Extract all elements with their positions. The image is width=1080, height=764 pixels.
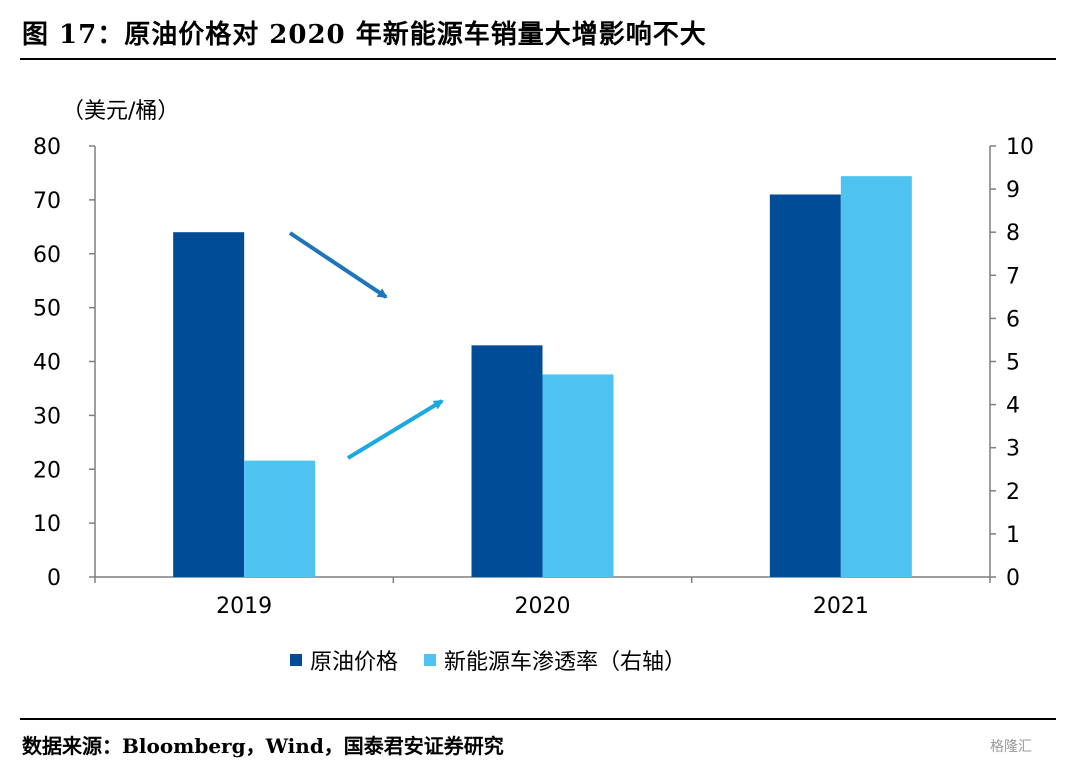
y-right-tick-label: 3	[1006, 437, 1020, 462]
y-right-tick-label: 6	[1006, 307, 1020, 332]
bottom-rule	[20, 718, 1056, 720]
legend-item-nev: 新能源车渗透率（右轴）	[424, 644, 686, 676]
y-left-tick-label: 70	[33, 189, 61, 214]
x-tick-label: 2020	[515, 594, 571, 619]
y-right-tick-label: 7	[1006, 264, 1020, 289]
y-right-tick-label: 0	[1006, 566, 1020, 591]
y-right-tick-label: 10	[1006, 135, 1034, 160]
legend: 原油价格 新能源车渗透率（右轴）	[290, 644, 712, 676]
y-right-tick-label: 1	[1006, 523, 1020, 548]
y-left-tick-label: 50	[33, 297, 61, 322]
y-left-tick-label: 40	[33, 351, 61, 376]
bar-oil-price	[173, 232, 245, 577]
bar-oil-price	[769, 194, 841, 578]
legend-swatch-nev	[424, 654, 437, 666]
y-left-tick-label: 60	[33, 243, 61, 268]
y-right-tick-label: 8	[1006, 221, 1020, 246]
y-left-tick-label: 20	[33, 458, 61, 483]
x-tick-label: 2021	[813, 594, 869, 619]
figure-title: 图 17：原油价格对 2020 年新能源车销量大增影响不大	[22, 20, 707, 50]
legend-item-oil: 原油价格	[290, 644, 398, 676]
trend-arrow-down	[288, 231, 388, 299]
trend-arrow-up	[346, 399, 444, 460]
watermark-logo: 格隆汇	[990, 739, 1032, 755]
bar-nev-penetration	[244, 460, 316, 577]
y-axis-left-label: （美元/桶）	[62, 99, 179, 124]
bar-nev-penetration	[542, 374, 614, 577]
top-rule	[20, 58, 1056, 60]
y-right-tick-label: 4	[1006, 394, 1020, 419]
y-left-tick-label: 0	[47, 566, 61, 591]
y-right-tick-label: 5	[1006, 351, 1020, 376]
bar-nev-penetration	[840, 176, 912, 578]
y-left-tick-label: 80	[33, 135, 61, 160]
y-right-tick-label: 2	[1006, 480, 1020, 505]
source-note: 数据来源：Bloomberg，Wind，国泰君安证券研究	[22, 734, 504, 758]
bar-oil-price	[471, 345, 543, 577]
legend-label-oil: 原油价格	[310, 650, 399, 675]
y-right-tick-label: 9	[1006, 178, 1020, 203]
legend-label-nev: 新能源车渗透率（右轴）	[444, 650, 687, 675]
legend-swatch-oil	[290, 654, 302, 666]
x-tick-label: 2019	[216, 594, 272, 619]
y-left-tick-label: 10	[33, 512, 61, 537]
y-left-tick-label: 30	[33, 404, 61, 429]
